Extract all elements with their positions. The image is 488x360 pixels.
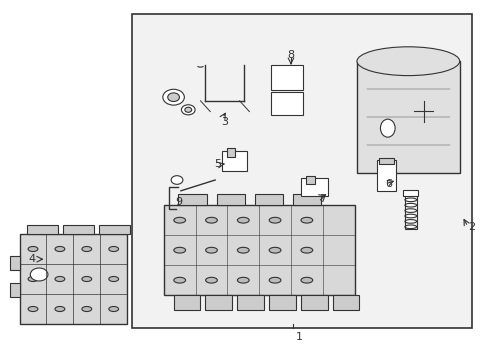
Ellipse shape — [205, 247, 217, 253]
Bar — [403, 190, 417, 196]
Bar — [178, 194, 206, 205]
Bar — [20, 234, 127, 324]
Ellipse shape — [205, 277, 217, 283]
Ellipse shape — [301, 247, 312, 253]
Bar — [292, 194, 321, 205]
Ellipse shape — [55, 247, 64, 252]
Ellipse shape — [108, 306, 119, 311]
Bar — [300, 295, 327, 310]
Bar — [27, 225, 58, 234]
Bar — [356, 61, 459, 173]
Ellipse shape — [108, 276, 119, 282]
Bar — [10, 283, 20, 297]
Ellipse shape — [268, 217, 280, 223]
Bar — [62, 225, 94, 234]
Ellipse shape — [55, 276, 64, 282]
Ellipse shape — [380, 119, 394, 137]
Ellipse shape — [174, 277, 185, 283]
Ellipse shape — [237, 277, 249, 283]
Ellipse shape — [30, 268, 48, 281]
Ellipse shape — [404, 225, 416, 229]
Ellipse shape — [404, 198, 416, 202]
Ellipse shape — [108, 247, 119, 252]
Ellipse shape — [205, 217, 217, 223]
Bar — [300, 178, 327, 196]
Text: 4: 4 — [28, 254, 35, 264]
Bar — [205, 295, 232, 310]
Ellipse shape — [181, 105, 195, 115]
Ellipse shape — [174, 217, 185, 223]
Text: 5: 5 — [214, 159, 221, 169]
Bar — [332, 295, 359, 310]
Text: 2: 2 — [468, 222, 474, 232]
Ellipse shape — [404, 209, 416, 212]
Ellipse shape — [184, 107, 191, 112]
Bar — [173, 295, 200, 310]
Bar — [163, 205, 354, 295]
Ellipse shape — [28, 247, 38, 252]
Text: 6: 6 — [385, 179, 391, 189]
Bar — [305, 176, 315, 184]
Ellipse shape — [301, 277, 312, 283]
Ellipse shape — [163, 89, 184, 105]
Bar — [222, 151, 246, 171]
Ellipse shape — [82, 247, 92, 252]
Ellipse shape — [404, 220, 416, 223]
Ellipse shape — [404, 203, 416, 207]
Text: 1: 1 — [295, 332, 302, 342]
Text: 3: 3 — [221, 117, 228, 127]
Ellipse shape — [237, 247, 249, 253]
Bar — [237, 295, 264, 310]
Ellipse shape — [268, 277, 280, 283]
Bar — [132, 14, 471, 328]
Bar — [216, 194, 244, 205]
Bar — [268, 295, 295, 310]
Ellipse shape — [28, 306, 38, 311]
Bar — [227, 148, 234, 157]
Bar — [376, 160, 395, 191]
Text: 8: 8 — [287, 50, 294, 60]
Bar — [271, 65, 303, 90]
Bar — [271, 92, 303, 115]
Bar — [404, 193, 416, 229]
Ellipse shape — [28, 276, 38, 282]
Ellipse shape — [356, 47, 459, 76]
Bar — [378, 158, 393, 164]
Ellipse shape — [171, 176, 183, 184]
Text: 9: 9 — [175, 197, 182, 207]
Ellipse shape — [167, 93, 179, 102]
Ellipse shape — [404, 214, 416, 218]
Bar — [10, 256, 20, 270]
Bar — [99, 225, 129, 234]
Text: 7: 7 — [319, 194, 325, 204]
Ellipse shape — [174, 247, 185, 253]
Ellipse shape — [82, 306, 92, 311]
Ellipse shape — [237, 217, 249, 223]
Bar — [254, 194, 283, 205]
Ellipse shape — [301, 217, 312, 223]
Ellipse shape — [55, 306, 64, 311]
Ellipse shape — [82, 276, 92, 282]
Ellipse shape — [268, 247, 280, 253]
